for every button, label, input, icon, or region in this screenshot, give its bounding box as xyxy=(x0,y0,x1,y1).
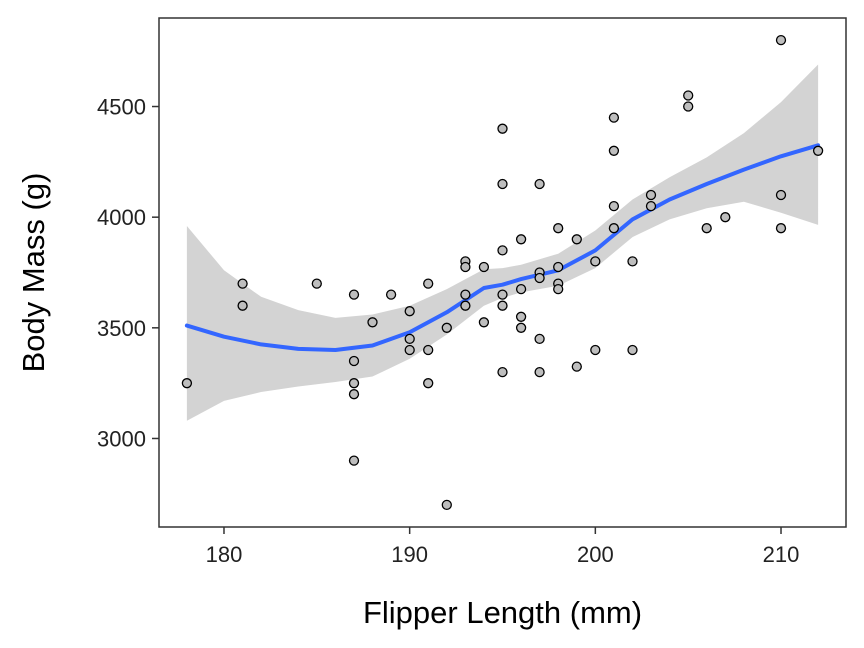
data-points xyxy=(181,34,824,511)
y-tick-label: 3500 xyxy=(97,316,146,341)
data-point xyxy=(645,189,657,201)
data-point xyxy=(571,234,582,245)
data-point xyxy=(367,317,378,328)
data-point xyxy=(553,223,564,234)
data-point xyxy=(608,145,620,156)
x-tick-label: 210 xyxy=(763,542,800,567)
data-point xyxy=(720,212,731,223)
data-point xyxy=(404,344,415,356)
data-point xyxy=(460,289,471,300)
data-point xyxy=(404,306,415,317)
data-point xyxy=(348,289,360,300)
data-point xyxy=(497,366,508,378)
data-point xyxy=(534,333,545,345)
x-tick-label: 190 xyxy=(391,542,428,567)
confidence-band xyxy=(186,64,819,421)
data-point xyxy=(515,311,527,322)
data-point xyxy=(515,322,527,333)
data-point xyxy=(553,283,564,295)
data-point xyxy=(441,499,452,511)
data-point xyxy=(423,278,434,289)
data-point xyxy=(534,178,545,190)
data-point xyxy=(348,355,360,367)
data-point xyxy=(775,189,787,201)
data-point xyxy=(181,378,193,389)
data-point xyxy=(311,278,322,289)
x-axis-title: Flipper Length (mm) xyxy=(363,595,642,630)
x-axis: 180 190 200 210 xyxy=(206,527,800,567)
confidence-band-area xyxy=(186,64,819,421)
data-point xyxy=(608,200,620,212)
data-point xyxy=(683,101,694,112)
data-point xyxy=(478,317,490,328)
data-point xyxy=(497,300,508,311)
data-point xyxy=(348,455,360,466)
data-point xyxy=(775,34,787,46)
data-point xyxy=(553,261,564,273)
data-point xyxy=(701,223,712,234)
data-point xyxy=(441,322,452,333)
data-point xyxy=(385,289,397,300)
data-point xyxy=(627,256,638,267)
data-point xyxy=(237,300,248,311)
data-point xyxy=(608,112,620,123)
y-axis: 3000 3500 4000 4500 xyxy=(97,95,159,451)
y-tick-label: 4500 xyxy=(97,95,146,120)
data-point xyxy=(497,289,508,300)
data-point xyxy=(348,378,360,389)
data-point xyxy=(515,283,527,295)
data-point xyxy=(423,344,434,356)
x-tick-label: 180 xyxy=(206,542,243,567)
data-point xyxy=(423,378,434,389)
data-point xyxy=(478,261,490,273)
data-point xyxy=(608,223,620,234)
plot-panel-border xyxy=(158,17,847,528)
data-point xyxy=(571,361,582,372)
data-point xyxy=(645,200,657,212)
data-point xyxy=(460,300,471,311)
data-point xyxy=(812,145,824,156)
data-point xyxy=(497,178,508,190)
data-point xyxy=(590,256,601,267)
data-point xyxy=(534,366,545,378)
data-point xyxy=(534,272,545,284)
smooth-line xyxy=(184,143,821,352)
data-point xyxy=(497,123,508,134)
data-point xyxy=(775,223,787,234)
data-point xyxy=(497,245,508,256)
data-point xyxy=(460,261,471,273)
data-point xyxy=(590,344,601,356)
data-point xyxy=(237,278,248,289)
smooth-line-path xyxy=(184,143,821,352)
data-point xyxy=(404,333,415,345)
x-tick-label: 200 xyxy=(577,542,614,567)
y-axis-title: Body Mass (g) xyxy=(16,173,51,373)
y-tick-label: 4000 xyxy=(97,205,146,230)
data-point xyxy=(348,389,360,400)
data-point xyxy=(515,234,527,245)
data-point xyxy=(683,90,694,101)
y-tick-label: 3000 xyxy=(97,426,146,451)
data-point xyxy=(627,344,638,356)
